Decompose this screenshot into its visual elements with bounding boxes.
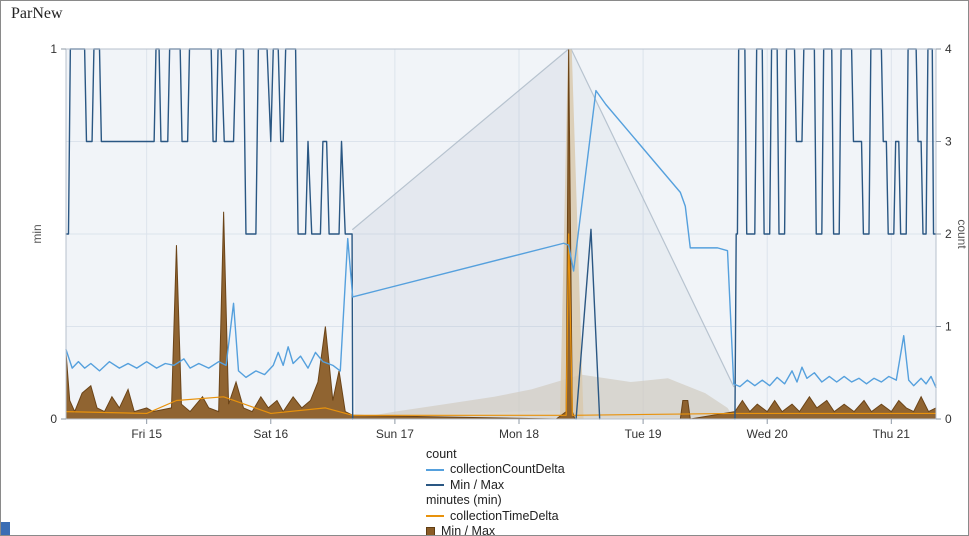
svg-text:Sat 16: Sat 16 (253, 427, 288, 441)
legend-swatch-line (426, 483, 444, 486)
legend-item: collectionTimeDelta (426, 509, 565, 523)
svg-text:2: 2 (945, 227, 952, 241)
legend-item-label: Min / Max (441, 523, 496, 536)
page-title: ParNew (11, 5, 63, 22)
svg-text:Sun 17: Sun 17 (376, 427, 414, 441)
parnew-chart: Fri 15 Sat 16 Sun 17 Mon 18 Tue 19 Wed 20 Thu … (30, 42, 969, 441)
legend-item-label: collectionTimeDelta (450, 508, 559, 523)
svg-text:4: 4 (945, 42, 952, 56)
svg-text:Tue 19: Tue 19 (625, 427, 662, 441)
legend-swatch-line (426, 468, 444, 471)
svg-text:Mon 18: Mon 18 (499, 427, 539, 441)
legend-item-label: collectionCountDelta (450, 462, 565, 477)
legend-swatch-line (426, 514, 444, 517)
svg-text:min: min (30, 224, 44, 243)
legend-item: collectionCountDelta (426, 462, 565, 476)
legend-group-header: count (426, 447, 457, 461)
svg-text:Thu 21: Thu 21 (873, 427, 911, 441)
legend-item: Min / Max (426, 478, 565, 492)
legend-item-label: Min / Max (450, 477, 505, 492)
svg-text:0: 0 (50, 412, 57, 426)
corner-accent (1, 522, 10, 535)
svg-text:3: 3 (945, 135, 952, 149)
chart-legend: count collectionCountDelta Min / Max minute… (426, 446, 565, 536)
svg-text:Fri 15: Fri 15 (131, 427, 162, 441)
svg-text:Wed 20: Wed 20 (747, 427, 788, 441)
svg-text:count: count (955, 219, 969, 249)
legend-swatch-square (426, 526, 435, 535)
legend-item: Min / Max (426, 523, 565, 536)
svg-text:1: 1 (50, 42, 57, 56)
svg-text:0: 0 (945, 412, 952, 426)
svg-text:1: 1 (945, 320, 952, 334)
legend-group-header: minutes (min) (426, 493, 502, 508)
